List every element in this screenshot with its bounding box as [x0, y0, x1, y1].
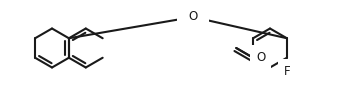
- Text: O: O: [188, 10, 198, 24]
- Text: O: O: [256, 51, 265, 64]
- Text: F: F: [283, 65, 290, 78]
